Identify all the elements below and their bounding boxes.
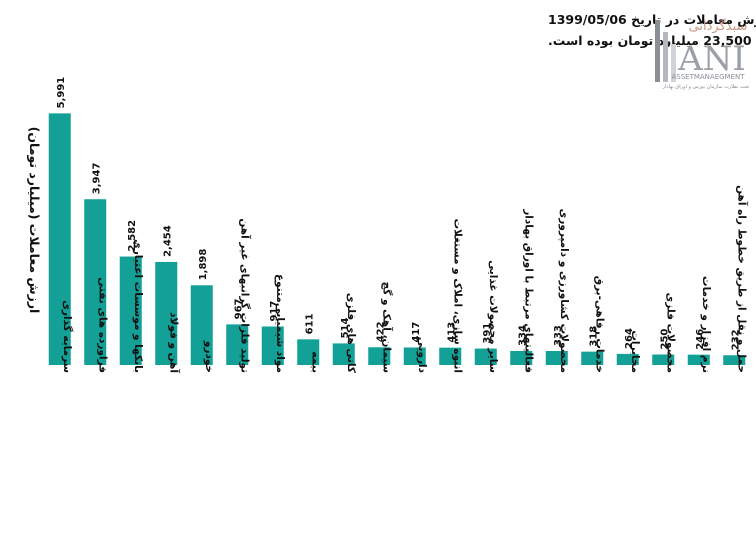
x-tick-label: مواد شیمیایی‌متنوع [274, 274, 286, 373]
bar [84, 199, 107, 365]
value-label: 967 [233, 298, 244, 319]
value-label: 333 [553, 325, 564, 346]
x-tick-label: محصولات کشاورزی و دامپروری [558, 209, 570, 373]
value-label: 250 [659, 329, 670, 350]
value-label: 2,454 [162, 225, 173, 257]
bar [332, 343, 355, 365]
bar [616, 353, 639, 365]
x-tick-label: انبوه سازی، املاک و مستغلات [451, 219, 463, 373]
bar [510, 350, 533, 365]
logo-bar [655, 20, 660, 82]
x-tick-label: فراورده های نفتی [96, 277, 108, 373]
x-tick-label: دارویی [416, 337, 428, 374]
x-tick-label: بیمه [309, 351, 321, 373]
x-tick-label: کانی های فلزی [345, 293, 357, 374]
bar [48, 113, 71, 366]
value-label: 514 [340, 317, 351, 338]
bar [403, 347, 426, 365]
value-label: 246 [695, 329, 706, 350]
x-tick-label: سیمان، آهک و گچ [380, 282, 393, 373]
bar [155, 261, 178, 365]
chart-subtitle: مجموع ارزش کل معاملات در پایان روز برابر… [548, 33, 756, 48]
bar [368, 347, 391, 365]
y-axis-label: ارزش معاملات (میلیارد تومان) [27, 127, 42, 314]
chart-title: نمودار 20 صنعت با بیشترین ارزش معاملات د… [548, 12, 756, 27]
logo-caption: تحت نظارت سازمان بورس و اوراق بهادار [662, 84, 750, 90]
value-label: 334 [517, 325, 528, 346]
x-tick-label: آهن و فولاد [167, 312, 180, 373]
value-label: 417 [411, 322, 422, 343]
value-label: 318 [588, 326, 599, 347]
value-label: 3,947 [91, 163, 102, 195]
bar [297, 339, 320, 365]
bar [226, 324, 249, 365]
bar [119, 256, 142, 365]
x-tick-label: نرم افزار و خدمات [700, 276, 712, 373]
value-label: 422 [375, 321, 386, 342]
bar [581, 351, 604, 365]
bar [723, 355, 746, 365]
logo-persian: سبدگردانی [689, 18, 748, 34]
bar [439, 347, 462, 365]
logo-tagline: ASSETMANAEGMENT [671, 73, 745, 81]
value-label: 391 [482, 323, 493, 344]
value-label: 917 [269, 301, 280, 322]
logo-bar [663, 32, 668, 82]
value-label: 5,991 [56, 77, 67, 109]
x-tick-label: محصولات فلزی [664, 293, 676, 373]
x-tick-label: حمل و نقل از طریق خطوط راه آهن [735, 185, 748, 373]
value-label: 1,898 [198, 249, 209, 281]
bar [687, 354, 710, 365]
logo-name: ANI [677, 39, 746, 79]
bar [652, 354, 675, 365]
x-tick-label: سایر محصولات غذایی [487, 260, 499, 373]
value-label: 232 [730, 329, 741, 350]
value-label: 2,582 [127, 220, 138, 252]
bar [190, 285, 213, 365]
bar [261, 326, 284, 365]
x-tick-label: تولید فلزات گرانبهای غیر آهن [238, 218, 251, 373]
bar [545, 351, 568, 365]
value-label: 264 [624, 328, 635, 349]
x-tick-label: خدمات رفاهی-برق [593, 276, 605, 373]
value-label: 413 [446, 322, 457, 343]
x-tick-label: سرمایه گذاری [61, 300, 74, 373]
logo-bar [671, 44, 676, 82]
x-tick-label: بانکها و موسسات اعتباری [132, 239, 144, 373]
x-tick-label: فعالیتهای مرتبط با اوراق بهادار [522, 208, 534, 373]
value-label: 611 [304, 313, 315, 334]
x-tick-label: مخابرات [629, 330, 641, 373]
x-tick-label: خودرو [203, 340, 215, 373]
bar [474, 348, 497, 365]
logo: سبدگردانی ANI ASSETMANAEGMENT تحت نظارت … [655, 18, 750, 90]
